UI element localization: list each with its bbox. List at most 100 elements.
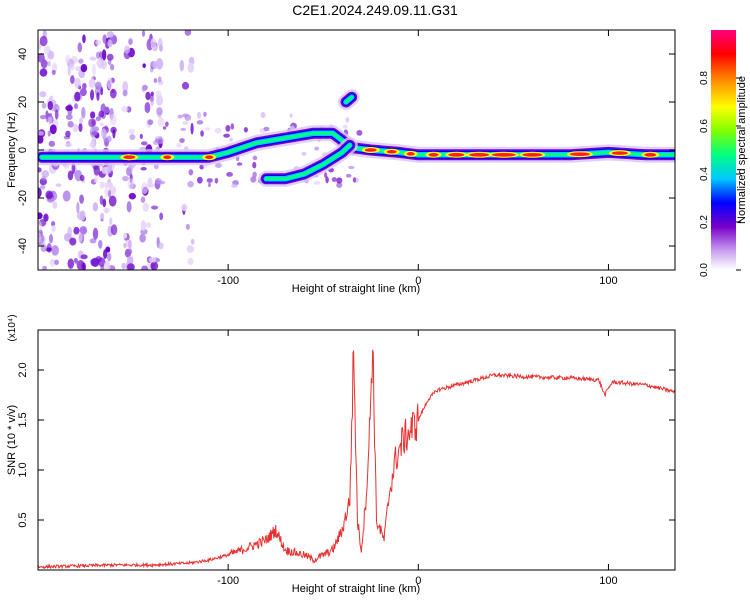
noise-dot (126, 255, 134, 266)
noise-dot (96, 92, 100, 101)
snr-x-ticks: -100 0 100 (217, 330, 618, 587)
ridge-hotspot (569, 152, 590, 156)
y-tick-label: -40 (17, 238, 29, 254)
noise-dot (140, 196, 146, 203)
noise-dot (38, 232, 42, 243)
noise-dot (187, 62, 195, 73)
noise-dot (182, 120, 189, 125)
colorbar-gradient (711, 30, 736, 270)
noise-dot (352, 177, 357, 183)
noise-dot (314, 146, 320, 151)
noise-dot (67, 170, 74, 181)
noise-dot (158, 37, 163, 48)
noise-dot (41, 102, 47, 109)
noise-dot (99, 195, 104, 205)
noise-dot (93, 176, 99, 183)
noise-dot (186, 245, 195, 253)
noise-dot (301, 151, 307, 156)
noise-dot (73, 226, 80, 235)
noise-dot (99, 181, 104, 189)
noise-dot (231, 183, 238, 188)
snr-y-ticks: 0.5 1.0 1.5 2.0 (17, 362, 675, 528)
noise-dot (101, 128, 107, 139)
noise-dot (81, 106, 86, 119)
ridge-hotspot (611, 151, 628, 155)
colorbar-tick-label: 0.2 (699, 215, 710, 229)
noise-dot (43, 214, 47, 220)
noise-dot (226, 172, 234, 177)
noise-dot (102, 182, 110, 188)
noise-dot (182, 113, 189, 118)
noise-dot (104, 207, 109, 214)
ridge-blob (344, 95, 354, 104)
ridge-hotspot (123, 155, 136, 159)
x-tick-label: -100 (217, 275, 239, 287)
noise-dot (45, 247, 53, 252)
noise-dot (69, 237, 77, 246)
y-tick-label: 1.0 (17, 462, 29, 477)
noise-dot (39, 184, 46, 190)
noise-dot (196, 176, 203, 184)
x-tick-label: 100 (599, 275, 617, 287)
noise-dot (196, 120, 204, 125)
noise-dot (74, 91, 81, 102)
noise-dot (205, 127, 211, 131)
noise-dot (181, 203, 188, 212)
noise-dot (38, 135, 44, 144)
noise-dot (51, 62, 58, 73)
noise-dot (225, 124, 231, 132)
noise-dot (89, 238, 97, 244)
noise-dot (336, 181, 343, 188)
spectrogram-noise (38, 30, 363, 270)
noise-dot (108, 195, 117, 207)
noise-dot (110, 126, 117, 134)
noise-dot (243, 127, 248, 133)
noise-dot (90, 89, 95, 101)
noise-dot (109, 88, 117, 99)
noise-dot (162, 126, 167, 130)
noise-dot (331, 177, 337, 182)
noise-dot (165, 121, 169, 127)
noise-dot (129, 134, 136, 141)
noise-dot (313, 181, 321, 185)
noise-dot (141, 182, 149, 194)
noise-dot (64, 142, 73, 148)
snr-y-label: SNR (10 * v/v) (6, 405, 18, 475)
snr-x-label: Height of straight line (km) (292, 583, 420, 595)
chart-title: C2E1.2024.249.09.11.G31 (292, 2, 458, 18)
noise-dot (159, 212, 164, 221)
noise-dot (184, 30, 192, 36)
noise-dot (107, 77, 113, 90)
noise-dot (48, 113, 52, 117)
noise-dot (199, 164, 204, 170)
noise-dot (158, 242, 164, 250)
noise-dot (70, 75, 75, 84)
noise-dot (187, 257, 194, 266)
noise-dot (79, 226, 88, 235)
noise-dot (102, 198, 107, 208)
ridge-main (40, 131, 675, 159)
noise-dot (92, 63, 96, 76)
ridge-hotspot (386, 149, 397, 154)
spectrogram-y-ticks: -40 -20 0 20 40 (17, 48, 675, 254)
noise-dot (67, 226, 73, 238)
noise-dot (336, 177, 343, 184)
x-tick-label: 100 (599, 575, 617, 587)
colorbar-tick-label: 0.6 (699, 119, 710, 133)
noise-dot (78, 58, 84, 64)
noise-dot (55, 183, 62, 188)
noise-dot (65, 54, 70, 64)
y-tick-label: 0 (17, 147, 29, 153)
noise-dot (324, 172, 328, 179)
noise-dot (252, 161, 257, 169)
noise-dot (157, 117, 165, 127)
noise-dot (101, 166, 108, 175)
noise-dot (155, 58, 164, 70)
noise-dot (51, 69, 56, 76)
spectrogram-y-label: Frequency (Hz) (6, 112, 18, 188)
noise-dot (148, 256, 157, 264)
noise-dot (41, 170, 50, 178)
noise-dot (39, 91, 47, 98)
noise-dot (95, 116, 101, 122)
noise-dot (179, 138, 185, 143)
